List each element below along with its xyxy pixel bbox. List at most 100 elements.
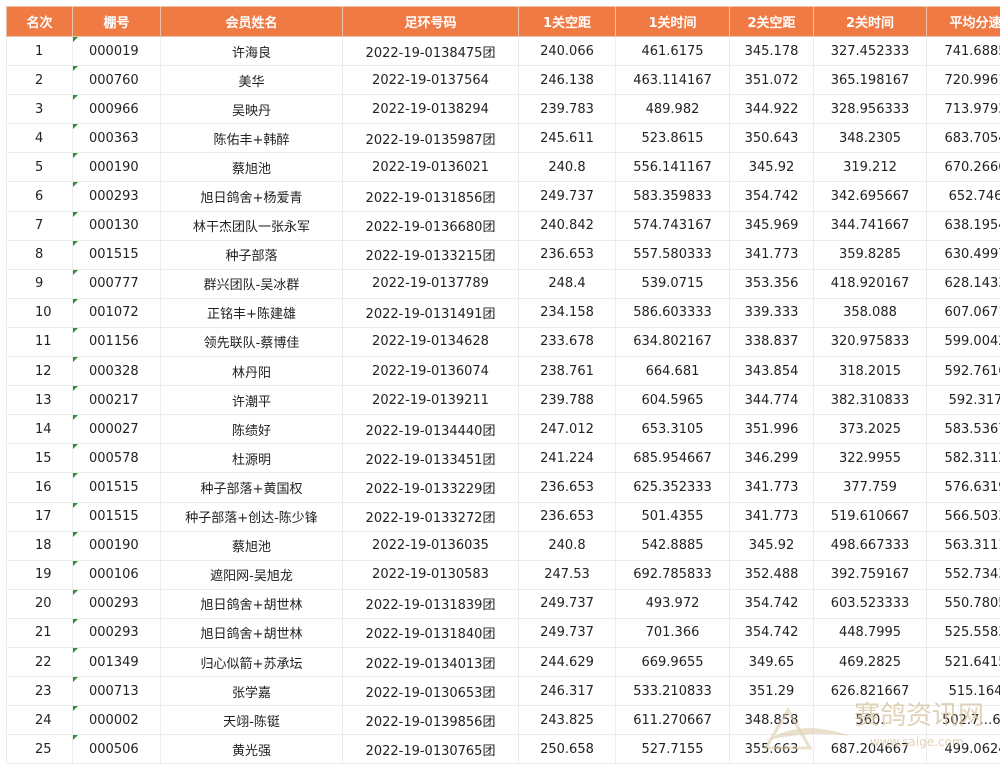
column-header-dist-1: 1关空距 [518, 6, 616, 37]
cell-rank: 13 [6, 385, 73, 416]
cell-avg-speed: 515.164 [926, 676, 1000, 707]
cell-time-2: 365.198167 [813, 65, 927, 96]
cell-rank: 24 [6, 705, 73, 736]
cell-time-2: 448.7995 [813, 617, 927, 648]
cell-member-name: 陈绩好 [160, 414, 343, 445]
cell-member-name: 林干杰团队一张永军 [160, 210, 343, 241]
cell-time-2: 519.610667 [813, 501, 927, 532]
table-row: 12 000328 林丹阳 2022-19-0136074 238.761 664.681… [6, 356, 1000, 387]
cell-pen: 000190 [72, 152, 161, 183]
cell-rank: 23 [6, 676, 73, 707]
cell-time-2: 328.956333 [813, 94, 927, 125]
cell-ring-number: 2022-19-0131840团 [342, 617, 519, 648]
cell-rank: 12 [6, 356, 73, 387]
table-header: 名次 棚号 会员姓名 足环号码 1关空距 1关时间 2关空距 2关时间 平均分速 [6, 6, 1000, 37]
cell-dist-1: 234.158 [518, 297, 616, 328]
cell-pen: 000190 [72, 530, 161, 561]
cell-avg-speed: 566.5033 [926, 501, 1000, 532]
cell-member-name: 林丹阳 [160, 356, 343, 387]
cell-time-2: 392.759167 [813, 559, 927, 590]
cell-dist-2: 345.969 [729, 210, 814, 241]
table-row: 7 000130 林干杰团队一张永军 2022-19-0136680团 240.842 5… [6, 210, 1000, 241]
header-row: 名次 棚号 会员姓名 足环号码 1关空距 1关时间 2关空距 2关时间 平均分速 [6, 6, 1000, 37]
cell-rank: 10 [6, 297, 73, 328]
cell-pen: 000217 [72, 385, 161, 416]
cell-time-2: 687.204667 [813, 734, 927, 765]
cell-dist-2: 341.773 [729, 472, 814, 503]
cell-ring-number: 2022-19-0139211 [342, 385, 519, 416]
cell-dist-1: 239.788 [518, 385, 616, 416]
cell-time-2: 418.920167 [813, 268, 927, 299]
table-row: 6 000293 旭日鸽舍+杨爱青 2022-19-0131856团 249.737 58… [6, 181, 1000, 212]
column-header-time-2: 2关时间 [813, 6, 927, 37]
cell-ring-number: 2022-19-0133272团 [342, 501, 519, 532]
cell-dist-1: 250.658 [518, 734, 616, 765]
cell-pen: 000713 [72, 676, 161, 707]
cell-pen: 000777 [72, 268, 161, 299]
cell-ring-number: 2022-19-0131839团 [342, 588, 519, 619]
cell-rank: 5 [6, 152, 73, 183]
table-row: 23 000713 张学嘉 2022-19-0130653团 246.317 533.21… [6, 676, 1000, 707]
cell-ring-number: 2022-19-0133451团 [342, 443, 519, 474]
cell-time-1: 586.603333 [615, 297, 730, 328]
cell-ring-number: 2022-19-0136035 [342, 530, 519, 561]
cell-avg-speed: 599.0042 [926, 326, 1000, 358]
cell-rank: 3 [6, 94, 73, 125]
cell-time-2: 469.2825 [813, 646, 927, 678]
cell-dist-1: 249.737 [518, 181, 616, 212]
cell-avg-speed: 592.317 [926, 385, 1000, 416]
cell-rank: 25 [6, 734, 73, 765]
table-row: 1 000019 许海良 2022-19-0138475团 240.066 461.617… [6, 35, 1000, 67]
cell-rank: 17 [6, 501, 73, 532]
cell-time-1: 669.9655 [615, 646, 730, 678]
cell-time-2: 373.2025 [813, 414, 927, 445]
cell-dist-1: 240.8 [518, 152, 616, 183]
cell-time-2: 358.088 [813, 297, 927, 328]
cell-avg-speed: 521.6415 [926, 646, 1000, 678]
cell-rank: 16 [6, 472, 73, 503]
cell-dist-2: 339.333 [729, 297, 814, 328]
cell-dist-1: 246.138 [518, 65, 616, 96]
cell-pen: 000106 [72, 559, 161, 590]
cell-time-2: 560. [813, 705, 927, 736]
cell-time-1: 692.785833 [615, 559, 730, 590]
table-row: 20 000293 旭日鸽舍+胡世林 2022-19-0131839团 249.737 4… [6, 588, 1000, 619]
cell-ring-number: 2022-19-0133215团 [342, 239, 519, 270]
cell-rank: 11 [6, 326, 73, 358]
cell-dist-1: 239.783 [518, 94, 616, 125]
cell-ring-number: 2022-19-0131856团 [342, 181, 519, 212]
cell-pen: 001156 [72, 326, 161, 358]
cell-rank: 20 [6, 588, 73, 619]
cell-dist-1: 236.653 [518, 472, 616, 503]
cell-rank: 8 [6, 239, 73, 270]
cell-time-1: 557.580333 [615, 239, 730, 270]
cell-dist-1: 249.737 [518, 617, 616, 648]
table-row: 16 001515 种子部落+黄国权 2022-19-0133229团 236.653 6… [6, 472, 1000, 503]
cell-ring-number: 2022-19-0131491团 [342, 297, 519, 328]
cell-ring-number: 2022-19-0139856团 [342, 705, 519, 736]
cell-member-name: 正铭丰+陈建雄 [160, 297, 343, 328]
cell-time-1: 533.210833 [615, 676, 730, 707]
cell-member-name: 天翊-陈铤 [160, 705, 343, 736]
cell-member-name: 蔡旭池 [160, 152, 343, 183]
cell-dist-2: 348.858 [729, 705, 814, 736]
cell-avg-speed: 499.0624 [926, 734, 1000, 765]
cell-avg-speed: 550.7805 [926, 588, 1000, 619]
cell-avg-speed: 683.7054 [926, 123, 1000, 154]
cell-time-2: 327.452333 [813, 35, 927, 67]
table-row: 22 001349 归心似箭+苏承坛 2022-19-0134013团 244.629 6… [6, 646, 1000, 678]
cell-member-name: 遮阳网-吴旭龙 [160, 559, 343, 590]
cell-ring-number: 2022-19-0130765团 [342, 734, 519, 765]
cell-pen: 001072 [72, 297, 161, 328]
cell-rank: 14 [6, 414, 73, 445]
cell-ring-number: 2022-19-0136074 [342, 356, 519, 387]
column-header-pen: 棚号 [72, 6, 161, 37]
table-row: 10 001072 正铭丰+陈建雄 2022-19-0131491团 234.158 58… [6, 297, 1000, 328]
cell-member-name: 黄光强 [160, 734, 343, 765]
cell-rank: 22 [6, 646, 73, 678]
cell-dist-1: 245.611 [518, 123, 616, 154]
cell-time-1: 574.743167 [615, 210, 730, 241]
cell-pen: 000966 [72, 94, 161, 125]
